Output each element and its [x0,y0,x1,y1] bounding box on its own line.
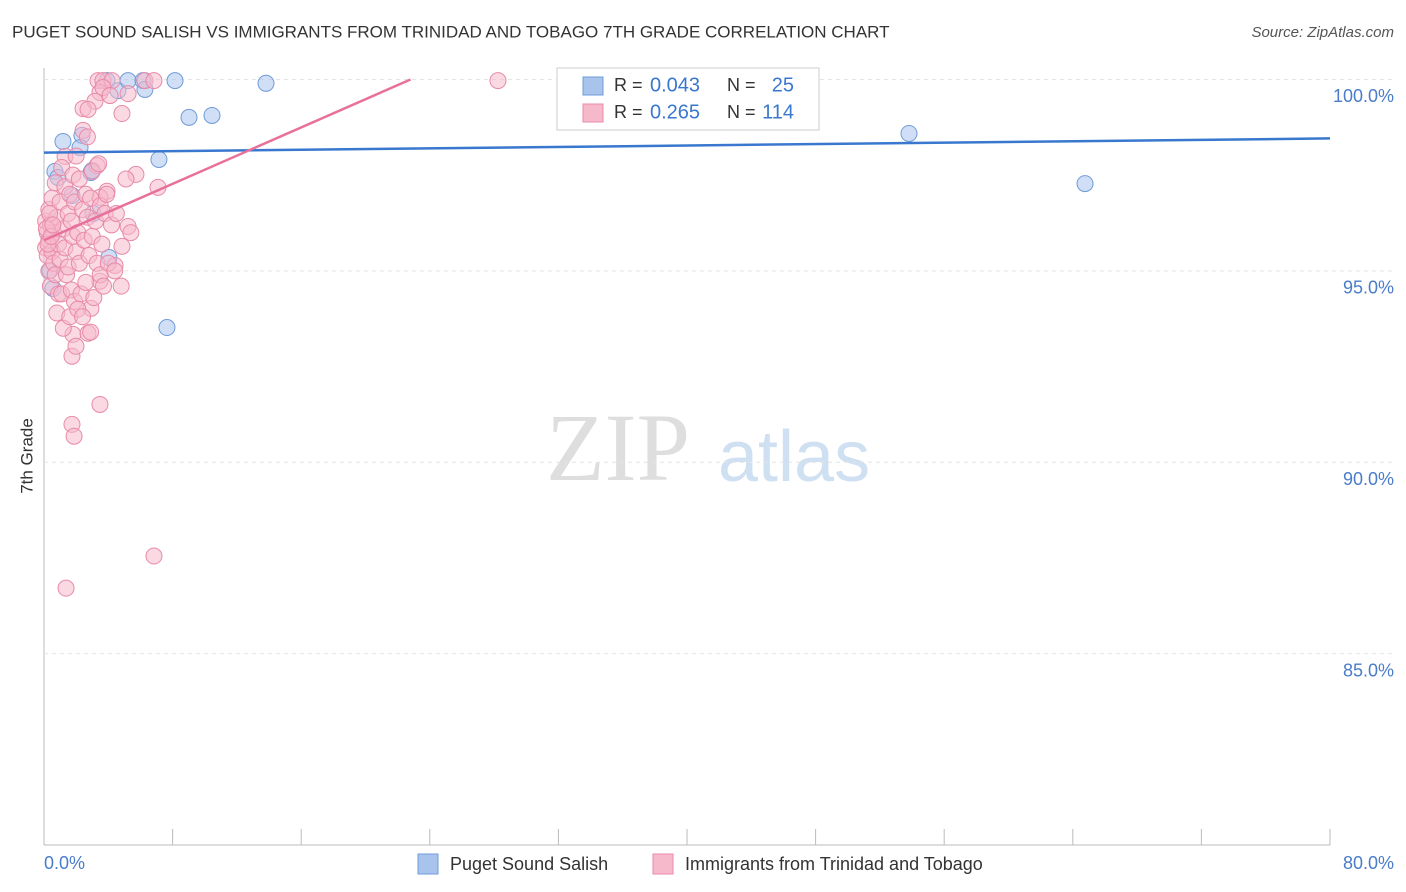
data-point [145,72,163,90]
data-point [112,277,130,295]
data-point [119,85,137,103]
trend-line [43,137,1331,154]
trend-line [43,78,412,242]
legend-swatch [652,853,674,875]
plot-area [37,72,1394,655]
data-point [257,74,275,92]
stats-n-value: 25 [772,74,794,96]
data-point [67,337,85,355]
data-point [77,273,95,291]
data-point [57,579,75,597]
stats-n-label: N = [727,102,756,122]
chart-title: PUGET SOUND SALISH VS IMMIGRANTS FROM TR… [12,22,890,41]
legend-swatch [582,103,604,123]
data-point [93,235,111,253]
data-point [180,108,198,126]
watermark: atlas [718,417,870,497]
data-point [203,106,221,124]
legend-label: Immigrants from Trinidad and Tobago [685,854,983,874]
data-point [150,150,168,168]
watermark: ZIP [546,394,690,501]
y-tick-label: 95.0% [1343,278,1394,298]
data-point [90,155,108,173]
stats-r-label: R = [614,102,643,122]
data-point [78,128,96,146]
data-point [85,289,103,307]
legend-label: Puget Sound Salish [450,854,608,874]
data-point [900,124,918,142]
data-point [101,87,119,105]
x-tick-label: 0.0% [44,853,85,873]
y-tick-label: 100.0% [1333,86,1394,106]
source: Source: ZipAtlas.com [1251,24,1394,41]
data-point [113,105,131,123]
x-tick-label: 80.0% [1343,853,1394,873]
data-point [98,185,116,203]
data-point [145,547,163,565]
data-point [106,262,124,280]
data-point [489,72,507,90]
y-tick-label: 90.0% [1343,469,1394,489]
data-point [166,72,184,90]
data-point [82,323,100,341]
data-point [117,170,135,188]
data-point [74,308,92,326]
data-point [1076,175,1094,193]
legend-swatch [582,76,604,96]
data-point [65,427,83,445]
data-point [54,132,72,150]
stats-n-value: 114 [762,101,794,123]
data-point [70,170,88,188]
data-point [67,147,85,165]
stats-r-value: 0.265 [650,101,700,123]
data-point [91,395,109,413]
y-axis-label: 7th Grade [17,418,36,494]
stats-r-label: R = [614,75,643,95]
data-point [44,216,62,234]
data-point [158,319,176,337]
y-tick-label: 85.0% [1343,660,1394,680]
data-point [122,224,140,242]
stats-r-value: 0.043 [650,74,700,96]
data-point [113,237,131,255]
data-point [94,277,112,295]
stats-n-label: N = [727,75,756,95]
legend-swatch [417,853,439,875]
data-point [79,100,97,118]
